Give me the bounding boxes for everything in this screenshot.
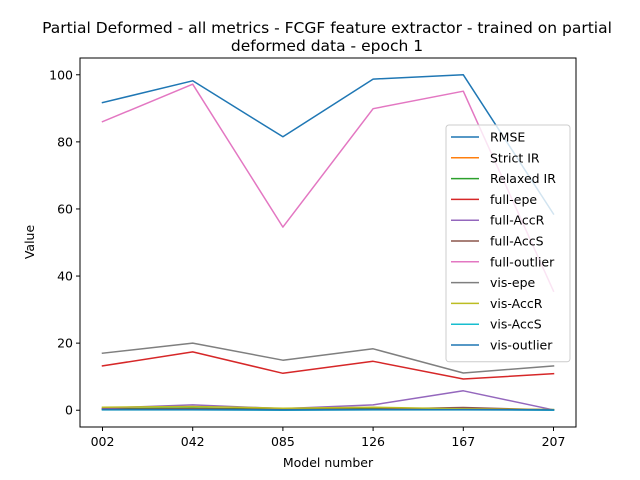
legend-item: full-epe [451,192,537,207]
legend-label: vis-AccR [490,296,543,311]
legend-item: Strict IR [451,150,540,165]
x-axis: 002 042 085 126 167 207 [91,427,566,449]
chart-title-line-1: Partial Deformed - all metrics - FCGF fe… [42,19,612,37]
y-axis: 0 20 40 60 80 100 [49,67,80,418]
x-axis-label: Model number [283,455,374,470]
legend-item: vis-outlier [451,338,553,353]
y-tick-label: 60 [57,201,73,216]
legend-item: full-AccR [451,213,545,228]
y-tick-label: 20 [57,336,73,351]
legend: RMSE Strict IR Relaxed IR full-epe full-AccR… [445,124,571,363]
y-tick-label: 100 [49,67,73,82]
legend-label: Strict IR [490,150,540,165]
legend-label: full-AccR [490,213,545,228]
series-line-full-epe [101,351,555,380]
x-tick-label: 167 [451,434,475,449]
x-tick-label: 126 [361,434,385,449]
legend-label: full-epe [490,192,537,207]
series-line-rmse [101,74,555,216]
legend-label: vis-outlier [490,338,553,353]
legend-item: vis-AccS [451,317,542,332]
plot-lines [101,74,555,411]
x-tick-label: 042 [181,434,205,449]
legend-label: Relaxed IR [490,171,556,186]
legend-item: Relaxed IR [451,171,556,186]
legend-box [445,124,571,363]
legend-label: full-outlier [490,254,555,269]
legend-label: vis-AccS [490,317,542,332]
x-tick-label: 002 [91,434,115,449]
legend-item: full-AccS [451,234,544,249]
legend-label: full-AccS [490,234,544,249]
y-tick-label: 80 [57,134,73,149]
y-tick-label: 40 [57,269,73,284]
chart-title-line-2: deformed data - epoch 1 [231,37,423,55]
legend-label: vis-epe [490,275,536,290]
series-line-full-accr [101,390,555,411]
y-axis-label: Value [22,225,37,260]
series-line-vis-epe [101,342,555,374]
x-tick-label: 085 [271,434,295,449]
y-tick-label: 0 [65,403,73,418]
legend-item: full-outlier [451,254,555,269]
legend-item: RMSE [451,130,525,145]
plot-frame [79,57,577,428]
legend-item: vis-AccR [451,296,543,311]
legend-label: RMSE [490,130,525,145]
x-tick-label: 207 [542,434,566,449]
legend-item: vis-epe [451,275,536,290]
